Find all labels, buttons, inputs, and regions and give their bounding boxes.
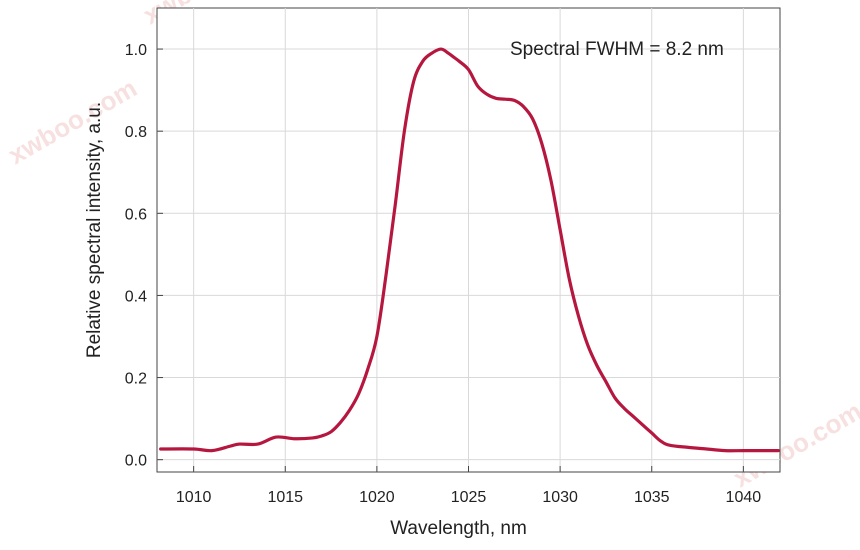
series-layer — [159, 47, 780, 453]
spectrum-series-line — [159, 47, 780, 453]
y-tick-label: 1.0 — [125, 42, 147, 59]
y-tick-label: 0.0 — [125, 453, 147, 470]
x-tick-label: 1010 — [176, 489, 212, 506]
y-tick-label: 0.8 — [125, 124, 147, 141]
x-axis-ticks: 1010 1015 1020 1025 1030 1035 1040 — [176, 466, 761, 506]
watermark-text: xwboo.com — [3, 73, 142, 170]
y-tick-label: 0.4 — [125, 288, 147, 305]
x-tick-label: 1025 — [451, 489, 487, 506]
y-tick-label: 0.2 — [125, 371, 147, 388]
fwhm-annotation: Spectral FWHM = 8.2 nm — [510, 39, 724, 60]
y-tick-label: 0.6 — [125, 206, 147, 223]
grid-lines — [157, 8, 780, 472]
y-axis-ticks: 0.0 0.2 0.4 0.6 0.8 1.0 — [125, 42, 163, 470]
x-tick-label: 1015 — [267, 489, 303, 506]
x-tick-label: 1020 — [359, 489, 395, 506]
x-tick-label: 1040 — [726, 489, 762, 506]
x-tick-label: 1035 — [634, 489, 670, 506]
x-tick-label: 1030 — [542, 489, 578, 506]
y-axis-label: Relative spectral intensity, a.u. — [84, 102, 105, 358]
x-axis-label: Wavelength, nm — [390, 518, 527, 539]
